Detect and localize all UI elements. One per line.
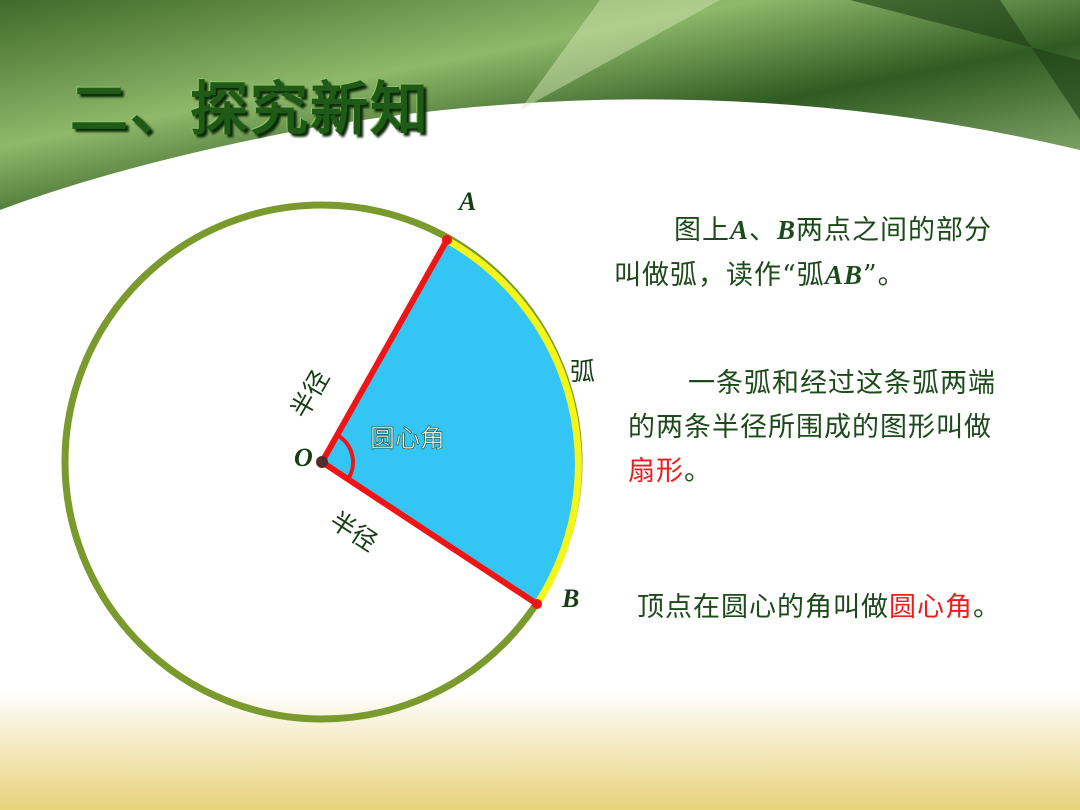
arc-ab	[445, 236, 582, 606]
text: 、	[749, 215, 778, 246]
text: 一条弧和经过这条弧两端	[688, 368, 996, 399]
central-angle-definition: 顶点在圆心的角叫做圆心角。	[637, 586, 1057, 630]
text: 。	[973, 592, 1001, 623]
text: 图上	[674, 215, 730, 246]
point-a-dot	[442, 235, 452, 245]
sector-term: 扇形	[628, 456, 684, 487]
point-o-label: O	[294, 443, 313, 472]
sector	[322, 240, 579, 604]
text: 叫做弧，读作“弧	[614, 260, 825, 291]
point-o-dot	[316, 456, 328, 468]
slide-title: 二、探究新知	[70, 75, 431, 143]
arc-ab-ref: AB	[824, 260, 863, 290]
point-b-ref: B	[777, 215, 797, 245]
radius-label-oa: 半径	[285, 365, 335, 423]
radius-oa	[319, 238, 450, 464]
sector-definition: 一条弧和经过这条弧两端 的两条半径所围成的图形叫做 扇形。	[628, 362, 1048, 494]
text: 两点之间的部分	[796, 215, 993, 246]
arc-label: 弧	[570, 357, 595, 386]
text: 。	[684, 456, 712, 487]
central-angle-mark	[335, 433, 355, 481]
point-a-ref: A	[730, 215, 750, 245]
arc-definition: 图上A、B两点之间的部分 叫做弧，读作“弧AB”。	[614, 208, 1034, 298]
text: ”。	[862, 260, 906, 291]
radius-ob	[320, 459, 539, 607]
central-angle-term: 圆心角	[889, 592, 973, 623]
point-a-label: A	[457, 187, 476, 216]
point-b-label: B	[561, 584, 579, 613]
central-angle-label: 圆心角	[370, 424, 445, 453]
text: 的两条半径所围成的图形叫做	[628, 412, 992, 443]
text: 顶点在圆心的角叫做	[637, 592, 889, 623]
radius-label-ob: 半径	[325, 506, 383, 558]
point-b-dot	[532, 599, 542, 609]
